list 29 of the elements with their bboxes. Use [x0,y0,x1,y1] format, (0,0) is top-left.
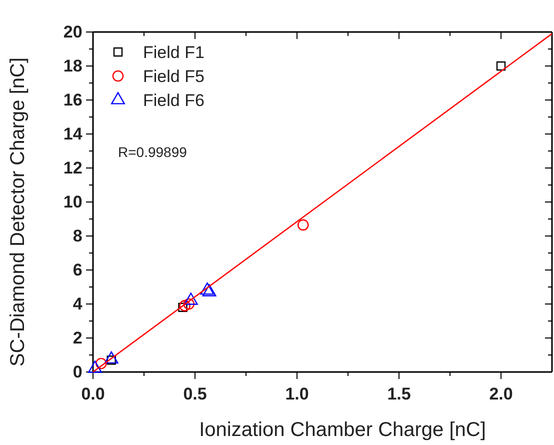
y-tick-label: 16 [63,90,82,110]
point [104,351,118,364]
y-tick-label: 0 [72,362,82,382]
annotation: R=0.99899 [118,144,188,160]
y-axis-title: SC-Diamond Detector Charge [nC] [7,57,29,367]
x-tick-label: 0.0 [81,384,105,404]
x-axis-title: Ionization Chamber Charge [nC] [199,419,486,441]
point [183,298,195,310]
x-tick-label: 2.0 [489,384,513,404]
y-tick-label: 12 [63,158,82,178]
x-tick-label: 0.5 [183,384,207,404]
y-tick-label: 2 [72,328,82,348]
point [96,358,107,370]
y-tick-label: 4 [72,294,83,314]
y-tick-label: 18 [63,56,82,76]
x-tick-label: 1.0 [285,384,309,404]
legend-label: Field F6 [143,91,204,110]
legend-label: Field F1 [143,43,204,62]
y-tick-label: 10 [63,192,82,212]
point [178,302,188,312]
x-tick-label: 1.5 [387,384,411,404]
legend-label: Field F5 [143,67,204,86]
y-tick-label: 6 [72,260,82,280]
y-tick-label: 20 [63,22,82,42]
point [297,219,309,231]
point [496,61,506,71]
point [179,300,190,312]
y-tick-label: 14 [63,124,83,144]
y-tick-label: 8 [72,226,82,246]
